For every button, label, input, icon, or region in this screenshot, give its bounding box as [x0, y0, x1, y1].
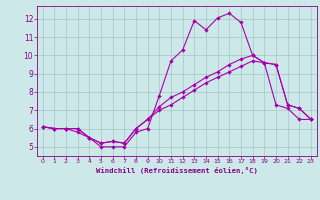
X-axis label: Windchill (Refroidissement éolien,°C): Windchill (Refroidissement éolien,°C) — [96, 167, 258, 174]
